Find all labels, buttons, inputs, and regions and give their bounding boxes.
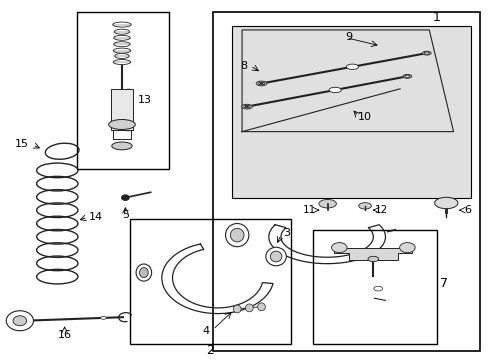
Text: 7: 7 (439, 277, 447, 290)
Ellipse shape (367, 256, 378, 262)
Ellipse shape (114, 42, 130, 47)
Ellipse shape (115, 54, 129, 58)
Circle shape (121, 195, 129, 201)
Text: 4: 4 (202, 327, 209, 337)
Ellipse shape (113, 48, 130, 53)
Bar (130, 219, 290, 344)
Ellipse shape (328, 87, 341, 93)
Ellipse shape (139, 267, 148, 278)
Bar (212, 12, 479, 351)
Text: 10: 10 (357, 112, 371, 122)
Ellipse shape (399, 243, 414, 253)
Text: 3: 3 (283, 228, 290, 238)
Circle shape (13, 316, 27, 326)
Text: 16: 16 (58, 330, 71, 340)
Ellipse shape (108, 120, 135, 130)
Text: 11: 11 (303, 205, 316, 215)
Ellipse shape (404, 75, 409, 77)
Ellipse shape (373, 286, 382, 291)
Bar (111, 89, 132, 130)
Text: 8: 8 (240, 60, 246, 71)
Ellipse shape (434, 197, 457, 209)
Ellipse shape (358, 203, 371, 209)
Text: 9: 9 (345, 32, 352, 42)
Ellipse shape (113, 59, 130, 64)
Ellipse shape (331, 243, 346, 253)
Ellipse shape (260, 83, 263, 84)
Bar (312, 230, 436, 344)
Text: 12: 12 (374, 205, 387, 215)
Ellipse shape (265, 247, 286, 266)
Ellipse shape (114, 29, 129, 34)
Ellipse shape (244, 105, 249, 108)
Text: 2: 2 (206, 344, 214, 357)
Ellipse shape (257, 303, 265, 311)
Ellipse shape (424, 52, 428, 54)
Ellipse shape (225, 224, 248, 247)
Ellipse shape (245, 304, 253, 312)
Ellipse shape (256, 81, 266, 86)
Bar (232, 26, 469, 198)
Ellipse shape (318, 199, 336, 208)
Text: 13: 13 (138, 95, 151, 104)
Text: 14: 14 (89, 212, 103, 222)
Ellipse shape (422, 51, 430, 55)
Ellipse shape (101, 316, 106, 319)
Bar (77, 12, 169, 169)
Text: 1: 1 (432, 11, 440, 24)
Circle shape (6, 311, 33, 331)
Ellipse shape (136, 264, 151, 281)
Ellipse shape (233, 305, 241, 313)
Ellipse shape (113, 22, 131, 27)
Ellipse shape (230, 228, 244, 242)
Ellipse shape (270, 251, 282, 262)
Ellipse shape (402, 75, 411, 78)
Polygon shape (334, 248, 411, 260)
Ellipse shape (258, 82, 264, 85)
Text: 5: 5 (122, 211, 129, 220)
Text: 6: 6 (464, 205, 471, 215)
Ellipse shape (245, 106, 248, 107)
Ellipse shape (346, 64, 358, 69)
Ellipse shape (241, 104, 252, 109)
Ellipse shape (112, 142, 132, 150)
Text: 15: 15 (15, 139, 29, 149)
Ellipse shape (114, 35, 130, 40)
